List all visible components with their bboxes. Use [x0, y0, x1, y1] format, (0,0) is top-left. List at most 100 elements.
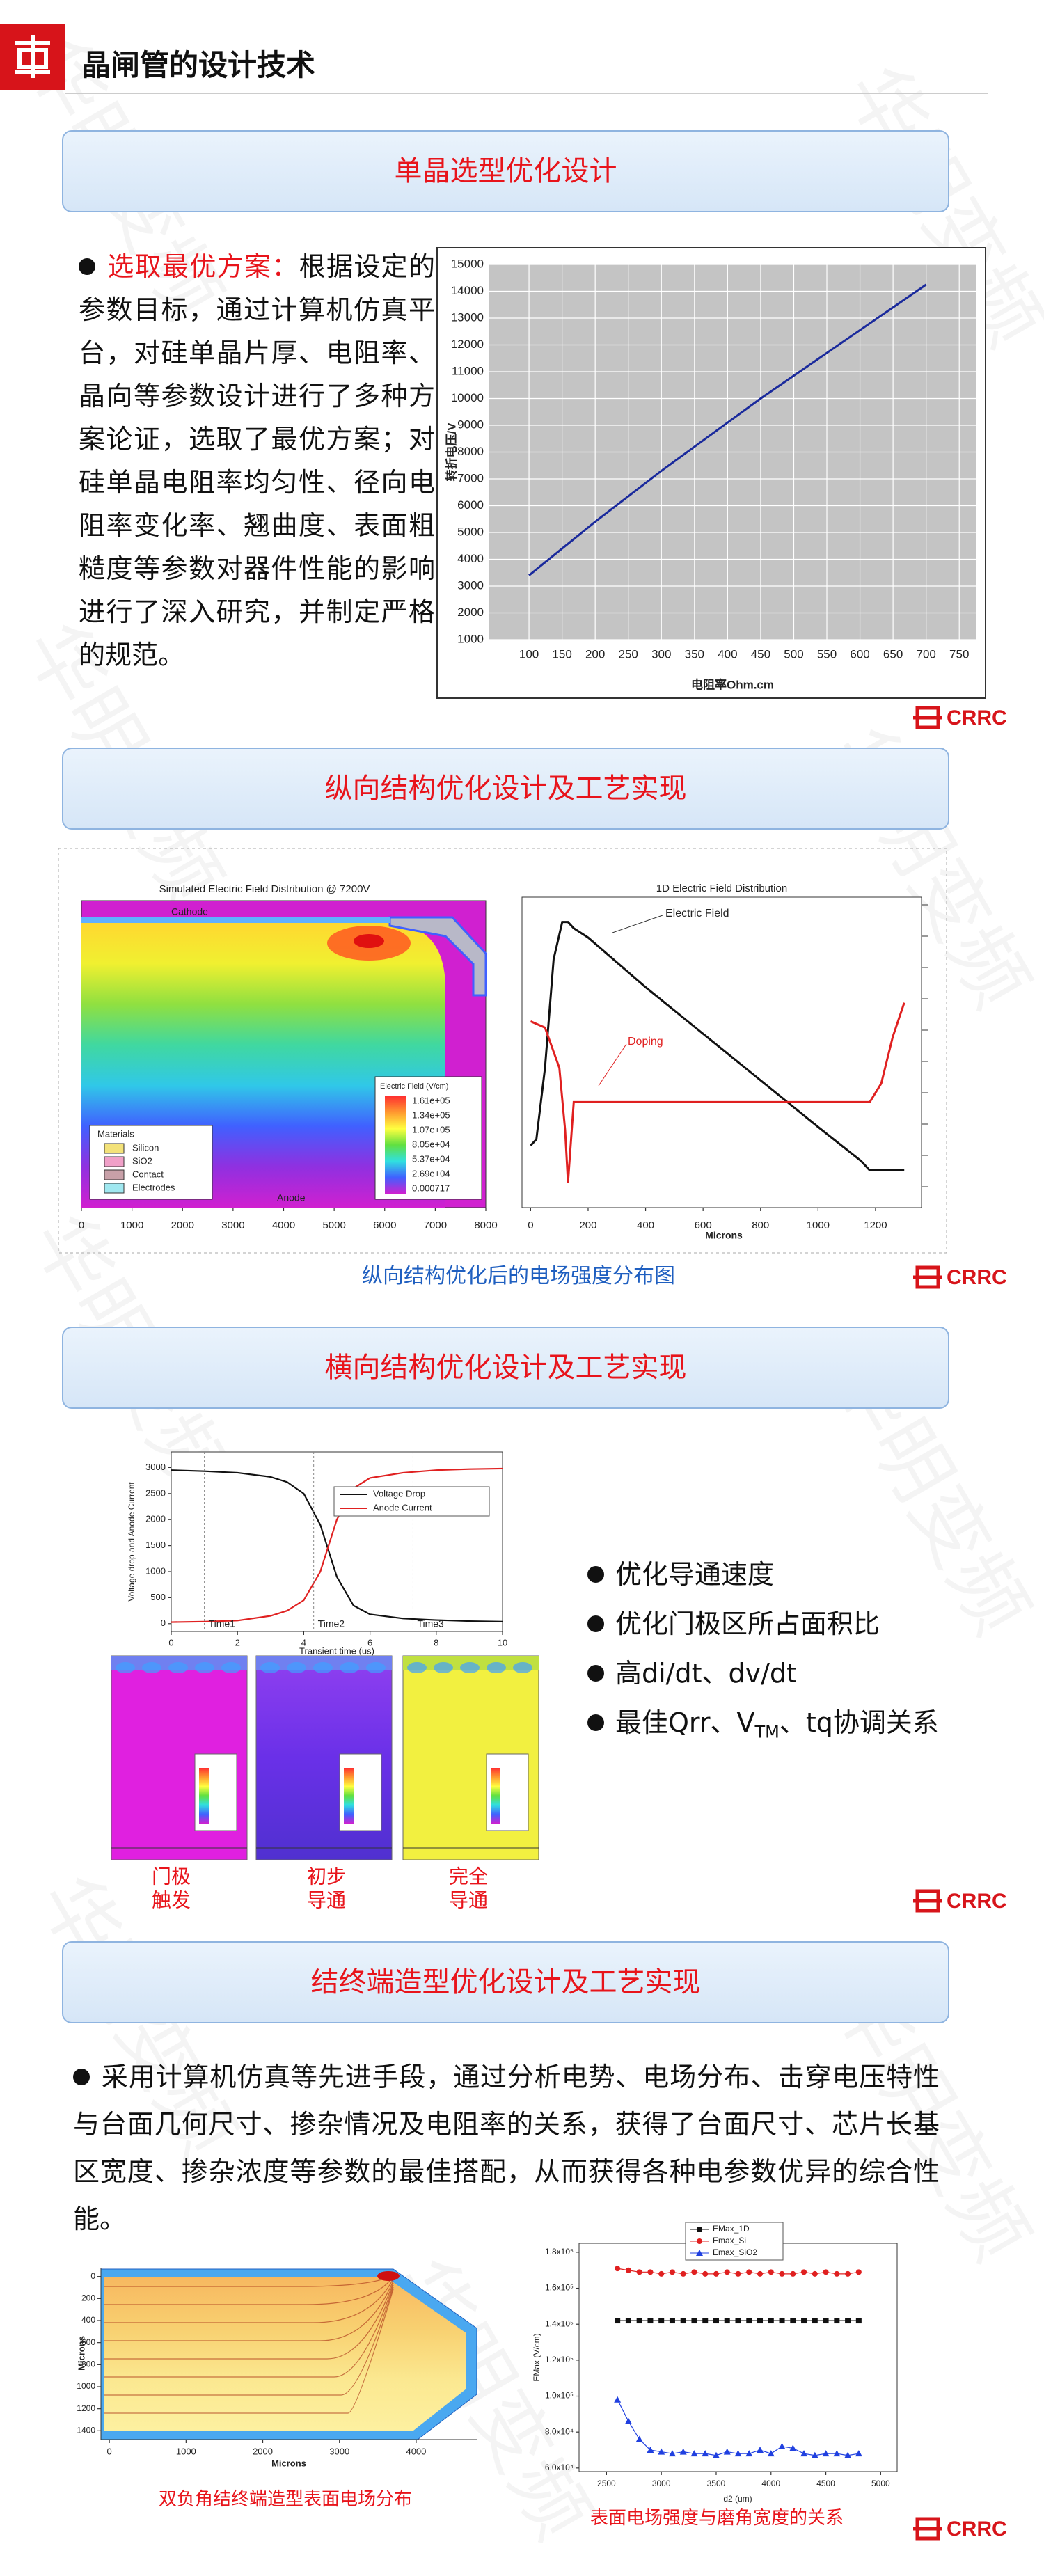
data-point: [757, 2270, 764, 2277]
x-tick-label: 5000: [322, 1219, 345, 1231]
image-caption: 导通: [449, 1889, 488, 1911]
y-axis-label: EMax (V/cm): [532, 2333, 541, 2381]
y-tick-label: 14000: [451, 284, 484, 297]
cathode: [81, 917, 390, 923]
data-point: [669, 2269, 675, 2275]
sim-bump: [116, 1662, 135, 1673]
bullet: [587, 1714, 604, 1731]
data-point: [823, 2269, 829, 2275]
data-point: [635, 2435, 643, 2442]
legend-label: Voltage Drop: [373, 1488, 425, 1499]
data-line: [528, 283, 927, 576]
data-point: [768, 2269, 774, 2275]
sim-colorbar: [491, 1768, 500, 1824]
data-point: [658, 2448, 665, 2455]
y-tick-label: 7000: [457, 471, 484, 484]
data-point: [745, 2450, 753, 2457]
data-point: [779, 2270, 785, 2277]
y-tick-label: 8.0x10⁴: [545, 2426, 574, 2436]
sim-bump: [168, 1662, 188, 1673]
x-tick-label: 300: [651, 647, 671, 661]
y-tick-label: 2000: [145, 1514, 166, 1524]
data-point: [712, 2451, 720, 2458]
data-point: [845, 2318, 851, 2324]
bullet-item: 优化导通速度: [587, 1550, 939, 1599]
x-tick-label: 650: [883, 647, 903, 661]
image-caption: 完全: [449, 1865, 488, 1887]
y-tick-label: 15000: [451, 257, 484, 270]
logo-text: CRRC: [947, 1890, 1007, 1913]
data-point: [855, 2318, 862, 2324]
y-tick-label: 2000: [457, 606, 484, 619]
region-label: Anode: [277, 1192, 306, 1203]
data-line: [530, 1002, 905, 1183]
bullet-text: 最佳Qrr、V: [615, 1707, 755, 1738]
x-tick-label: 1000: [120, 1219, 143, 1231]
x-axis-label: Microns: [705, 1230, 743, 1241]
x-axis-label: Transient time (us): [299, 1645, 374, 1656]
x-tick-label: 2000: [171, 1219, 194, 1231]
x-axis-label: d2 (um): [723, 2494, 752, 2504]
data-point: [702, 2270, 709, 2277]
bullet: [587, 1565, 604, 1583]
x-tick-label: 400: [637, 1219, 654, 1231]
data-point: [724, 2318, 730, 2324]
data-point: [702, 2318, 709, 2324]
y-tick-label: 1000: [77, 2381, 95, 2391]
body-text: 采用计算机仿真等先进手段，通过分析电势、电场分布、击穿电压特性与台面几何尺寸、掺…: [73, 2062, 940, 2234]
data-line: [530, 921, 905, 1171]
colorbar-label: 0.000717: [412, 1183, 450, 1193]
image-caption: 门极: [152, 1865, 191, 1887]
hot-spot: [354, 934, 384, 948]
y-tick-label: 9000: [457, 418, 484, 431]
data-point: [647, 2318, 654, 2324]
x-tick-label: 8: [434, 1637, 438, 1647]
bullet-text: 高di/dt、dv/dt: [615, 1658, 797, 1689]
legend-label: Emax_SiO2: [713, 2247, 757, 2257]
x-tick-label: 600: [850, 647, 869, 661]
y-tick-label: 1.8x10⁵: [545, 2247, 574, 2257]
section-banner: 单晶选型优化设计: [62, 130, 949, 212]
lead: 选取最优方案：: [106, 251, 299, 282]
marker-label: Time1: [209, 1618, 236, 1629]
data-point: [636, 2318, 642, 2324]
plot-area: [171, 1451, 503, 1632]
data-line: [171, 1469, 503, 1622]
x-tick-label: 400: [718, 647, 737, 661]
bullet-text: 、tq协调关系: [779, 1707, 939, 1738]
header-logo-mark: [15, 35, 50, 78]
logo-text: CRRC: [947, 2518, 1007, 2541]
data-point: [690, 2450, 698, 2457]
y-tick-label: 1200: [77, 2403, 95, 2413]
x-tick-label: 3000: [652, 2479, 671, 2488]
bullet-item: 优化门极区所占面积比: [587, 1599, 939, 1649]
data-point: [789, 2444, 797, 2451]
legend-label: Anode Current: [373, 1502, 432, 1512]
data-point: [790, 2270, 796, 2277]
x-tick-label: 10: [498, 1637, 507, 1647]
data-point: [768, 2318, 774, 2324]
legend-label: Contact: [132, 1169, 164, 1179]
data-point: [855, 2450, 862, 2457]
data-point: [614, 2396, 622, 2403]
data-point: [757, 2447, 764, 2453]
colorbar-title: Electric Field (V/cm): [380, 1082, 448, 1091]
data-point: [834, 2270, 840, 2277]
x-tick-label: 2000: [253, 2446, 273, 2456]
image-caption: 导通: [307, 1889, 346, 1911]
bullet: [73, 2068, 90, 2085]
sim-bump: [340, 1662, 359, 1673]
x-tick-label: 3000: [221, 1219, 244, 1231]
data-point: [734, 2450, 742, 2457]
x-tick-label: 7000: [424, 1219, 447, 1231]
x-tick-label: 0: [528, 1219, 533, 1231]
y-tick-label: 13000: [451, 310, 484, 324]
y-tick-label: 10000: [451, 391, 484, 404]
colorbar-label: 1.34e+05: [412, 1109, 450, 1120]
data-point: [746, 2269, 752, 2275]
x-tick-label: 2: [235, 1637, 240, 1647]
data-point: [713, 2270, 719, 2277]
x-tick-label: 550: [817, 647, 837, 661]
x-tick-label: 750: [949, 647, 969, 661]
colorbar-label: 8.05e+04: [412, 1139, 450, 1149]
